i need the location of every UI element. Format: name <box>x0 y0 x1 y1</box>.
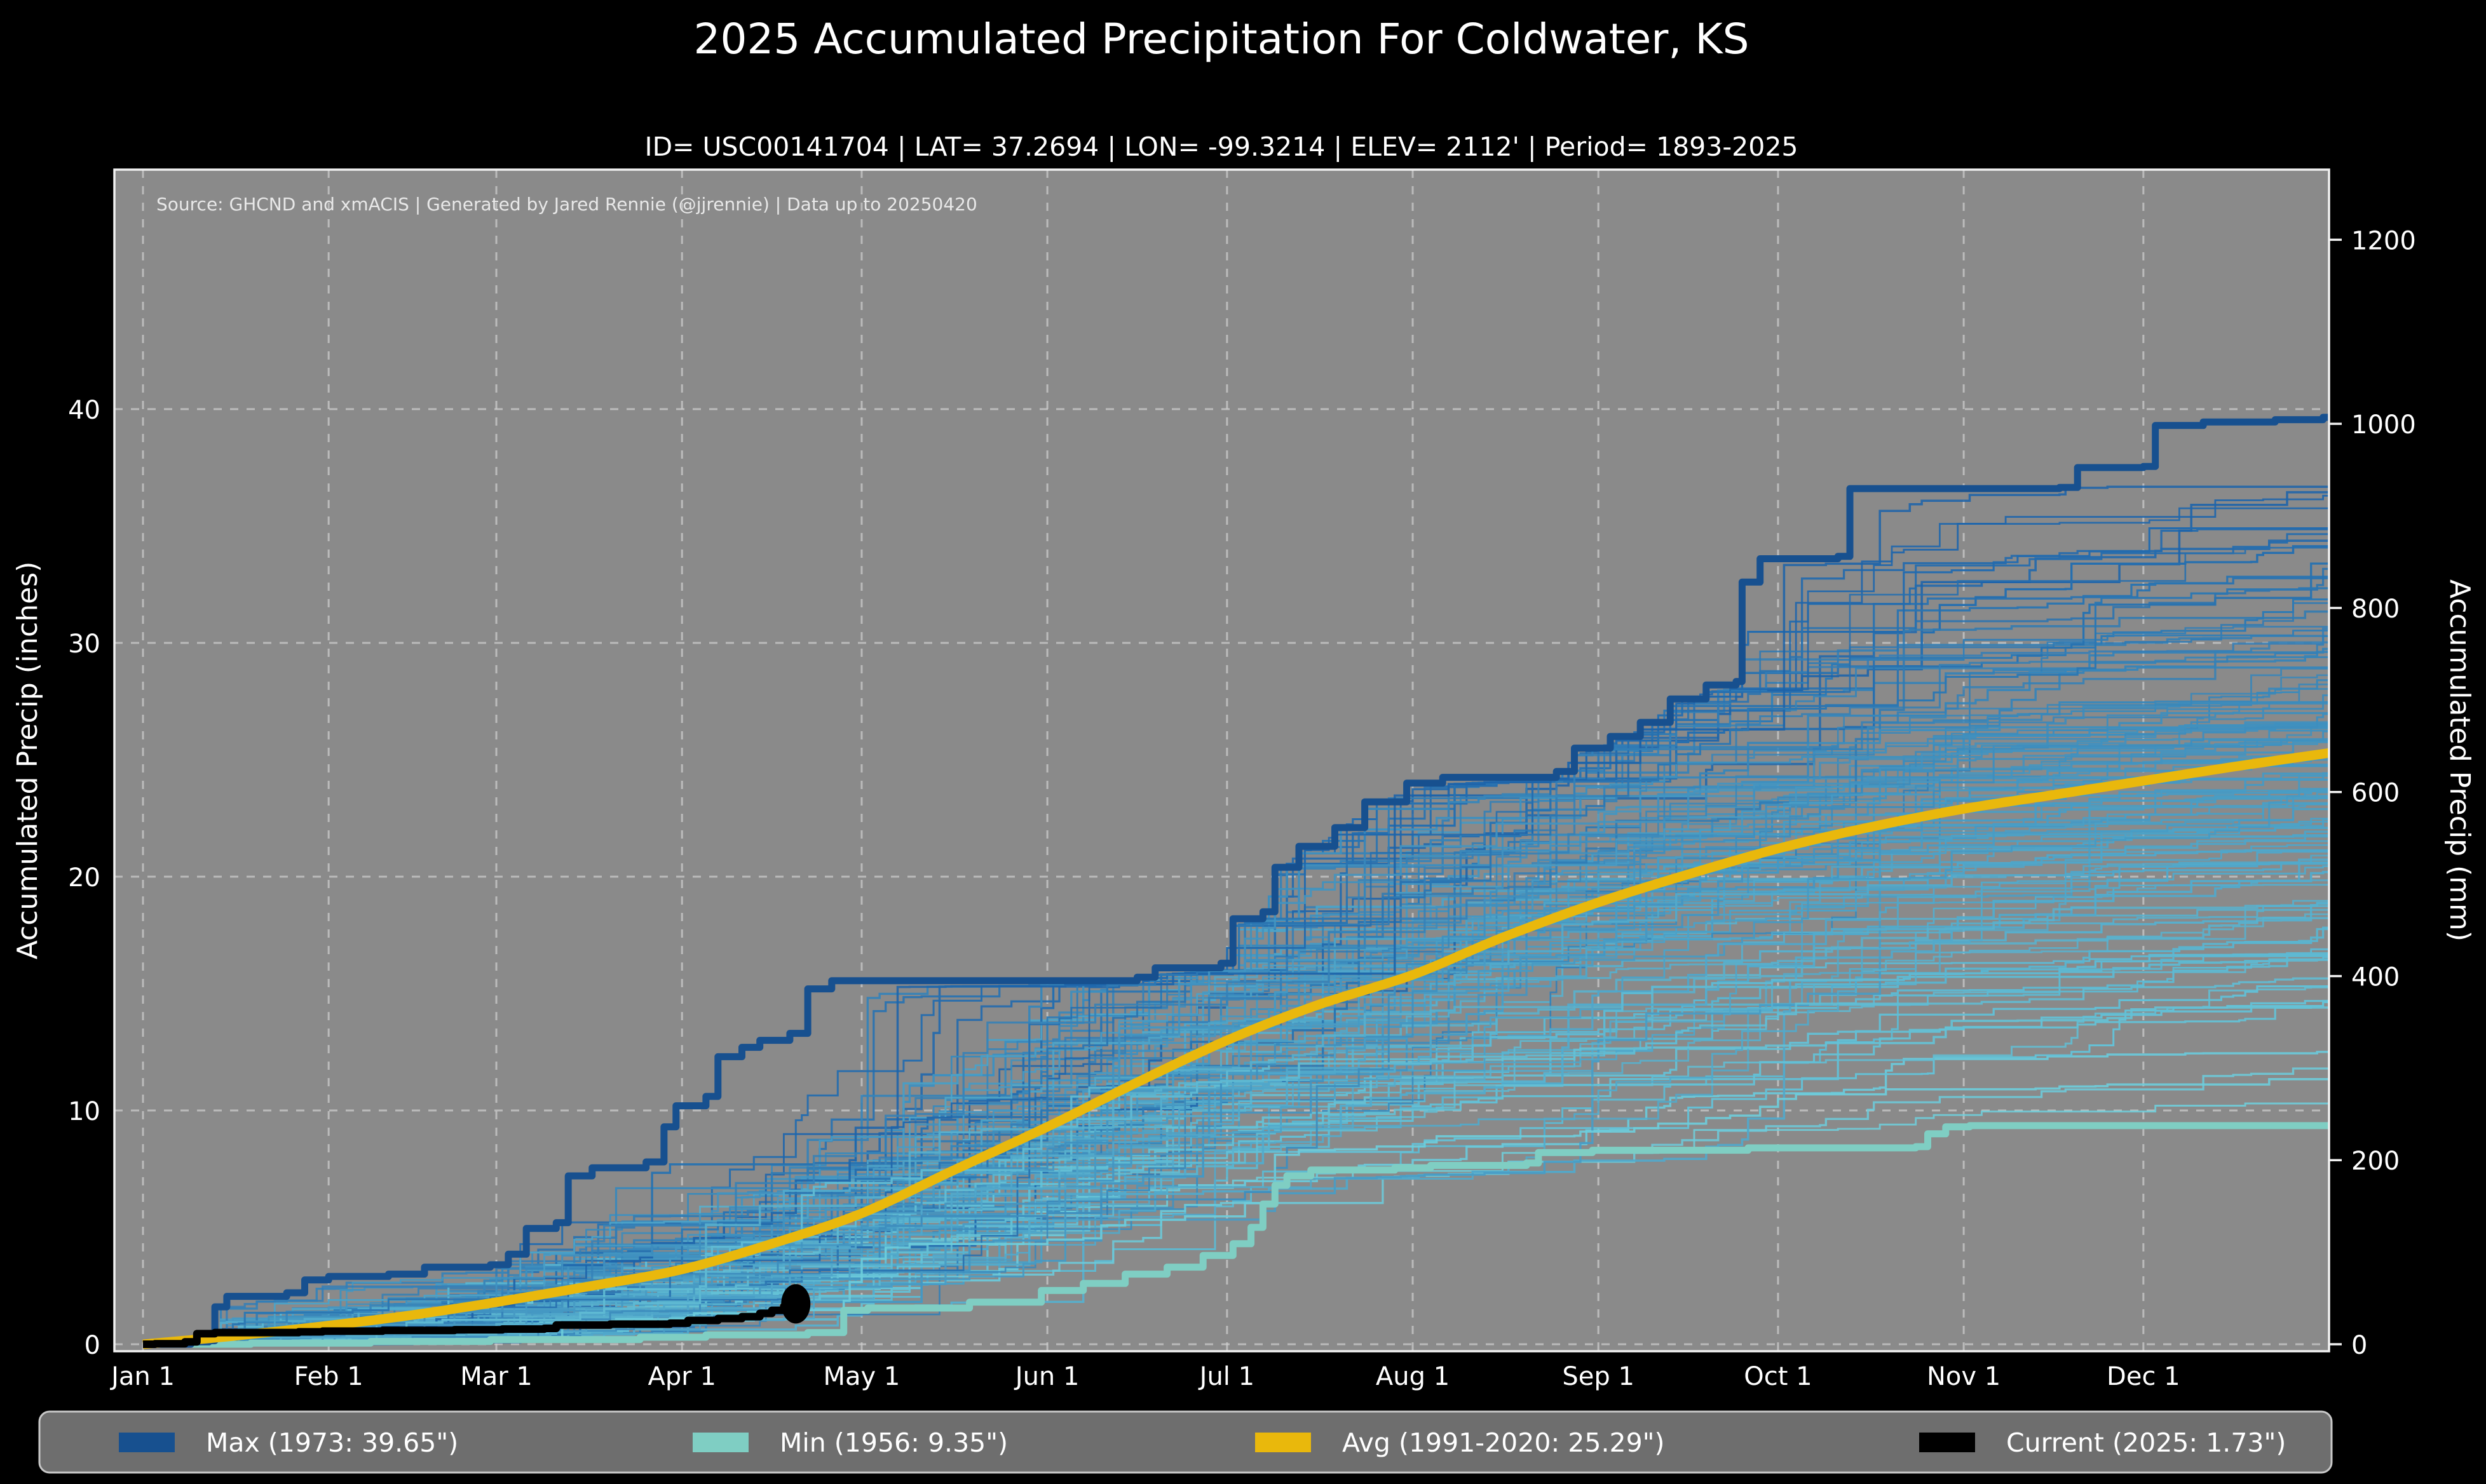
highlight-series <box>142 414 2329 1349</box>
year-line <box>143 870 2329 1346</box>
x-tick-label: Jan 1 <box>109 1362 175 1391</box>
y-tick-label-inches: 20 <box>68 863 100 893</box>
year-line <box>143 835 2329 1346</box>
x-tick-label: Aug 1 <box>1376 1362 1450 1391</box>
year-line <box>143 954 2329 1346</box>
year-line <box>143 774 2329 1346</box>
y-axis-label-right: Accumulated Precip (mm) <box>2443 579 2476 941</box>
legend-swatch-current <box>1919 1433 1975 1452</box>
legend-swatch-max <box>119 1433 175 1452</box>
x-tick-label: Sep 1 <box>1562 1362 1634 1391</box>
y-tick-label-mm: 400 <box>2351 962 2400 992</box>
y-tick-label-mm: 200 <box>2351 1147 2400 1176</box>
x-tick-label: Apr 1 <box>648 1362 716 1391</box>
year-line <box>143 491 2329 1346</box>
axis-ticks: Jan 1 Feb 1 Mar 1 Apr 1 May 1 Jun 1 Jul 1 Aug 1… <box>68 226 2416 1391</box>
y-tick-label-inches: 10 <box>68 1097 100 1126</box>
y-tick-label-inches: 0 <box>85 1331 100 1360</box>
source-annotation: Source: GHCND and xmACIS | Generated by … <box>156 194 977 215</box>
y-tick-label-mm: 1000 <box>2351 410 2416 440</box>
y-tick-label-inches: 40 <box>68 396 100 425</box>
legend-label-min: Min (1956: 9.35") <box>780 1427 1008 1458</box>
legend-label-current: Current (2025: 1.73") <box>2006 1427 2286 1458</box>
year-line <box>143 627 2329 1346</box>
y-tick-label-mm: 600 <box>2351 779 2400 808</box>
current-line <box>143 1302 800 1348</box>
x-tick-label: Nov 1 <box>1927 1362 2000 1391</box>
legend-swatch-min <box>693 1433 749 1452</box>
x-tick-label: Mar 1 <box>460 1362 533 1391</box>
year-line <box>143 1006 2329 1346</box>
x-tick-label: May 1 <box>824 1362 900 1391</box>
y-tick-label-mm: 800 <box>2351 595 2400 624</box>
year-line <box>143 587 2329 1346</box>
y-tick-label-mm: 1200 <box>2351 226 2416 255</box>
plot-frame <box>113 168 2330 1352</box>
max-line <box>143 414 2329 1348</box>
legend: Max (1973: 39.65") Min (1956: 9.35") Avg… <box>38 1410 2333 1474</box>
legend-label-max: Max (1973: 39.65") <box>206 1427 458 1458</box>
year-line <box>143 977 2329 1346</box>
avg-line <box>142 748 2329 1349</box>
min-line <box>143 1122 2329 1348</box>
x-tick-label: Feb 1 <box>294 1362 363 1391</box>
plot-area <box>114 170 2329 1351</box>
year-line <box>143 1077 2329 1346</box>
page-subtitle: ID= USC00141704 | LAT= 37.2694 | LON= -9… <box>645 132 1798 162</box>
y-tick-label-inches: 30 <box>68 630 100 659</box>
legend-label-avg: Avg (1991-2020: 25.29") <box>1342 1427 1665 1458</box>
year-line <box>143 756 2329 1346</box>
x-tick-label: Jul 1 <box>1198 1362 1254 1391</box>
year-line <box>143 986 2329 1346</box>
current-end-dot <box>781 1284 811 1324</box>
page-title: 2025 Accumulated Precipitation For Coldw… <box>693 15 1749 64</box>
x-tick-label: Dec 1 <box>2107 1362 2180 1391</box>
x-tick-label: Oct 1 <box>1744 1362 1812 1391</box>
year-line <box>143 790 2329 1346</box>
legend-box <box>38 1410 2333 1474</box>
legend-swatch-avg <box>1255 1433 1311 1452</box>
year-line <box>143 850 2329 1346</box>
x-tick-label: Jun 1 <box>1014 1362 1080 1391</box>
y-axis-label-left: Accumulated Precip (inches) <box>11 562 44 960</box>
y-tick-label-mm: 0 <box>2351 1331 2367 1360</box>
